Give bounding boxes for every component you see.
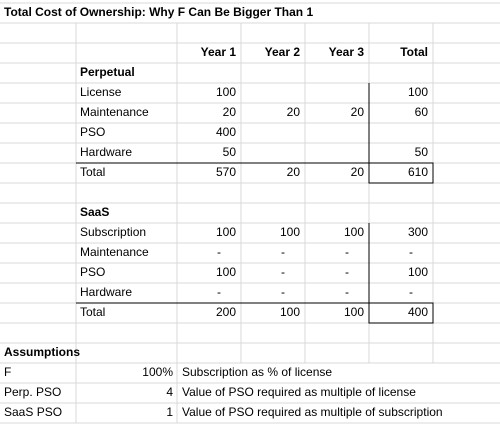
row-label: License	[80, 85, 122, 99]
row-label: Maintenance	[80, 245, 149, 259]
cell-value: 60	[415, 105, 429, 119]
assumption-description: Subscription as % of license	[182, 365, 332, 379]
cell-value: 100	[216, 225, 236, 239]
row-label: PSO	[80, 125, 105, 139]
cell-value: -	[345, 245, 349, 259]
cell-value: 100	[280, 225, 300, 239]
assumption-name: SaaS PSO	[4, 405, 62, 419]
cell-value: 100	[280, 305, 300, 319]
cell-value: 400	[216, 125, 236, 139]
cell-value: 100	[344, 225, 364, 239]
assumption-name: F	[4, 365, 11, 379]
section-label: Assumptions	[4, 345, 80, 359]
cell-value: -	[281, 265, 285, 279]
cell-value: 50	[223, 145, 237, 159]
cell-value: 400	[408, 305, 428, 319]
column-header: Year 2	[265, 45, 301, 59]
cell-value: 20	[223, 105, 237, 119]
cell-value: -	[345, 285, 349, 299]
assumption-name: Perp. PSO	[4, 385, 61, 399]
cell-value: 100	[216, 265, 236, 279]
row-label: Hardware	[80, 145, 132, 159]
cell-value: 100	[408, 85, 428, 99]
cell-value: 570	[216, 165, 236, 179]
title: Total Cost of Ownership: Why F Can Be Bi…	[4, 5, 313, 19]
column-header: Year 3	[329, 45, 365, 59]
cell-value: -	[217, 245, 221, 259]
assumption-value: 1	[166, 405, 173, 419]
cell-value: 100	[216, 85, 236, 99]
cell-value: -	[345, 265, 349, 279]
cell-value: 610	[408, 165, 428, 179]
cell-value: 20	[351, 165, 365, 179]
row-label: PSO	[80, 265, 105, 279]
row-label: Hardware	[80, 285, 132, 299]
cell-value: 20	[351, 105, 365, 119]
cell-value: -	[409, 245, 413, 259]
cell-value: 100	[408, 265, 428, 279]
assumption-value: 4	[166, 385, 173, 399]
total-box	[368, 162, 434, 184]
row-label: Subscription	[80, 225, 146, 239]
row-label: Total	[80, 165, 105, 179]
section-label: SaaS	[80, 205, 109, 219]
row-label: Maintenance	[80, 105, 149, 119]
cell-value: 50	[415, 145, 429, 159]
row-label: Total	[80, 305, 105, 319]
total-box	[368, 302, 434, 324]
cell-value: 300	[408, 225, 428, 239]
cell-value: 200	[216, 305, 236, 319]
cell-value: -	[409, 285, 413, 299]
section-label: Perpetual	[80, 65, 135, 79]
cell-value: -	[281, 285, 285, 299]
cell-value: 100	[344, 305, 364, 319]
column-header: Year 1	[201, 45, 237, 59]
cell-value: 20	[287, 105, 301, 119]
column-header: Total	[400, 45, 428, 59]
assumption-description: Value of PSO required as multiple of sub…	[182, 405, 443, 419]
assumption-description: Value of PSO required as multiple of lic…	[182, 385, 416, 399]
cell-value: -	[217, 285, 221, 299]
assumption-value: 100%	[142, 365, 173, 379]
cell-value: 20	[287, 165, 301, 179]
cell-value: -	[281, 245, 285, 259]
